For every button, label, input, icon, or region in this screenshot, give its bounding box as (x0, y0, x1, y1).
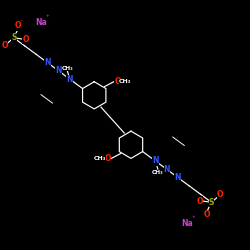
Text: O: O (217, 190, 224, 199)
Text: CH₃: CH₃ (62, 66, 73, 70)
Text: O: O (2, 41, 8, 50)
Text: CH₃: CH₃ (94, 156, 106, 162)
Text: ⁻: ⁻ (19, 20, 23, 26)
Text: O: O (104, 154, 111, 164)
Text: ⁺: ⁺ (192, 216, 196, 222)
Text: N: N (66, 75, 73, 84)
Text: S: S (11, 33, 16, 42)
Text: CH₃: CH₃ (119, 79, 132, 84)
Text: N: N (174, 173, 181, 182)
Text: O: O (22, 34, 29, 43)
Text: ⁻: ⁻ (202, 211, 206, 217)
Text: N: N (152, 156, 159, 166)
Text: O: O (196, 196, 203, 205)
Text: N: N (44, 58, 51, 67)
Text: CH₃: CH₃ (152, 170, 164, 174)
Text: O: O (114, 77, 121, 86)
Text: N: N (55, 66, 62, 75)
Text: Na: Na (182, 220, 193, 228)
Text: O: O (204, 210, 210, 219)
Text: Na: Na (36, 18, 48, 27)
Text: ⁺: ⁺ (46, 15, 50, 21)
Text: S: S (209, 198, 214, 207)
Text: N: N (164, 165, 170, 174)
Text: O: O (15, 22, 22, 30)
